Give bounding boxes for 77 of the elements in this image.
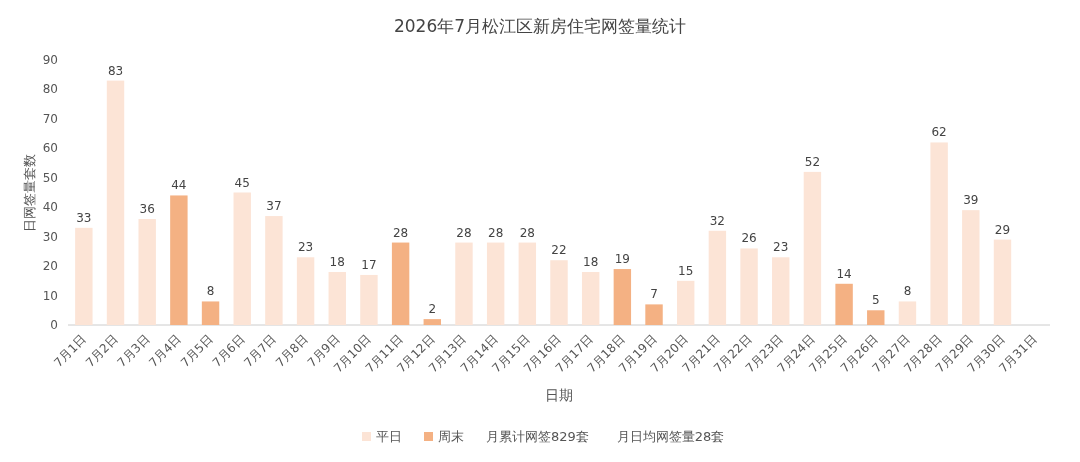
- bar: [106, 80, 125, 325]
- data-label: 19: [614, 252, 630, 267]
- bar: [645, 304, 663, 325]
- bar: [867, 310, 885, 325]
- y-tick-label: 80: [42, 82, 58, 97]
- data-label: 28: [456, 225, 472, 240]
- data-label: 5: [871, 293, 880, 308]
- data-label: 23: [297, 240, 314, 255]
- bar: [233, 192, 251, 325]
- data-label: 32: [709, 213, 726, 228]
- data-label: 23: [773, 240, 789, 255]
- data-label: 45: [234, 175, 250, 190]
- data-label: 28: [519, 225, 535, 240]
- text: 月日均网签量28套: [616, 429, 725, 444]
- bar: [328, 272, 346, 325]
- y-tick-label: 50: [42, 170, 58, 185]
- bar: [803, 171, 822, 325]
- x-axis-title: 日期: [545, 387, 573, 403]
- data-label: 26: [741, 231, 757, 246]
- bar: [677, 280, 695, 325]
- bar: [930, 142, 948, 325]
- bar: [708, 230, 727, 325]
- y-tick-label: 40: [42, 200, 58, 215]
- bar: [962, 210, 980, 325]
- data-label: 44: [171, 178, 187, 193]
- data-label: 8: [903, 284, 912, 299]
- bar: [423, 319, 441, 325]
- data-label: 29: [994, 222, 1011, 237]
- bar: [993, 239, 1012, 325]
- bar: [138, 219, 156, 325]
- y-tick-label: 90: [42, 53, 58, 67]
- data-label: 14: [836, 266, 852, 281]
- bar: [740, 248, 758, 325]
- data-label: 17: [361, 257, 377, 272]
- data-label: 36: [139, 202, 155, 216]
- text: 月累计网签829套: [486, 429, 589, 444]
- y-tick-label: 30: [42, 229, 58, 244]
- y-axis-title: 日网签量套数: [22, 153, 37, 232]
- data-label: 37: [266, 199, 282, 214]
- bar: [265, 216, 283, 325]
- y-tick-label: 70: [42, 111, 58, 126]
- data-label: 2: [428, 302, 437, 317]
- y-tick-label: 0: [50, 318, 58, 332]
- bar: [550, 260, 568, 325]
- bar: [296, 257, 315, 325]
- y-tick-label: 20: [42, 259, 58, 274]
- bar: [581, 272, 600, 325]
- data-label: 18: [583, 255, 599, 269]
- legend-label: 周末: [438, 429, 464, 444]
- y-tick-label: 60: [42, 141, 58, 156]
- data-label: 22: [551, 243, 567, 258]
- bar: [898, 301, 917, 325]
- data-label: 28: [392, 225, 409, 240]
- bar: [486, 242, 505, 325]
- bar: [391, 242, 410, 325]
- bar: [201, 301, 220, 325]
- bar: [75, 227, 93, 325]
- data-label: 39: [963, 193, 979, 208]
- data-label: 83: [107, 63, 124, 78]
- bar: [360, 274, 378, 325]
- bar: [518, 242, 537, 325]
- y-tick-label: 10: [42, 288, 58, 303]
- data-label: 52: [804, 154, 821, 169]
- bar: [835, 283, 853, 325]
- data-label: 62: [931, 125, 947, 140]
- data-label: 28: [488, 225, 504, 240]
- data-label: 33: [76, 210, 92, 225]
- bar: [772, 257, 790, 325]
- data-label: 7: [650, 287, 658, 302]
- bar: [170, 195, 188, 325]
- data-label: 15: [678, 263, 694, 278]
- chart-title: 2026年7月松江区新房住宅网签量统计: [393, 16, 687, 36]
- bar: [613, 269, 632, 325]
- legend-label: 平日: [376, 429, 402, 444]
- bar: [455, 242, 473, 325]
- data-label: 18: [329, 255, 345, 269]
- data-label: 8: [206, 284, 215, 299]
